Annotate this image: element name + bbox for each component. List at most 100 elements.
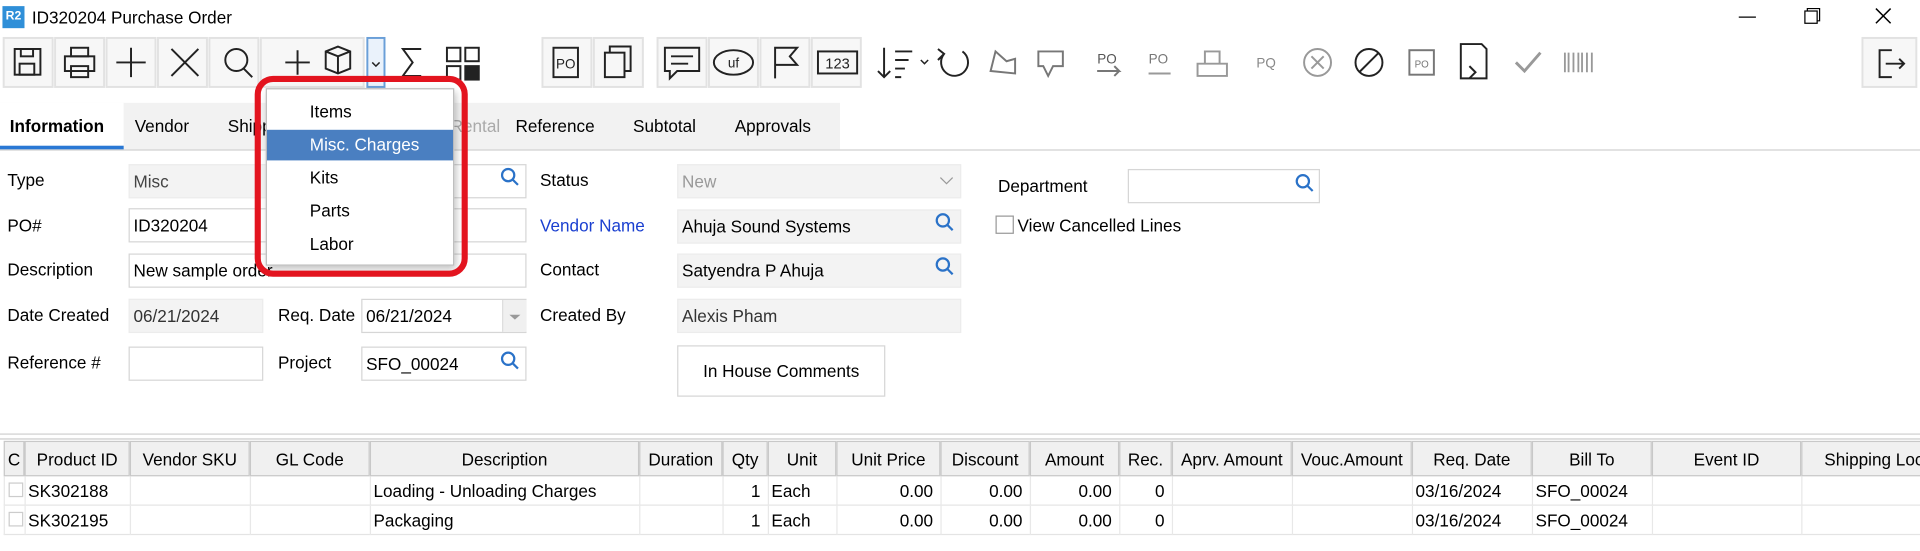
department-input[interactable]	[1127, 168, 1321, 204]
delete-button[interactable]	[156, 36, 208, 88]
row-checkbox[interactable]	[8, 511, 24, 527]
po-button[interactable]: PO	[541, 36, 593, 88]
search-icon[interactable]	[935, 257, 954, 276]
col-line	[1171, 476, 1174, 506]
sort-button[interactable]	[877, 47, 929, 79]
column-header[interactable]: Event ID	[1651, 440, 1802, 477]
column-header[interactable]: Req. Date	[1411, 440, 1532, 477]
grid-cell: Each	[771, 510, 811, 531]
divider	[0, 149, 1920, 151]
void-button[interactable]	[1354, 48, 1384, 77]
col-line	[1531, 476, 1534, 506]
column-header[interactable]: Unit Price	[836, 440, 941, 477]
hand-button[interactable]	[1196, 50, 1228, 77]
menu-item[interactable]: Misc. Charges	[266, 129, 454, 161]
approve-button[interactable]	[989, 49, 1017, 75]
search-icon[interactable]	[1295, 174, 1314, 192]
close[interactable]	[1875, 8, 1892, 24]
po-action[interactable]: PO	[1097, 52, 1122, 77]
cancel-button[interactable]	[1303, 48, 1333, 77]
column-header[interactable]: GL Code	[249, 440, 370, 477]
highlight-annotation	[254, 75, 468, 277]
notes-button[interactable]	[656, 36, 708, 88]
menu-item[interactable]: Labor	[309, 233, 354, 254]
column-header[interactable]: Unit	[767, 440, 837, 477]
column-header[interactable]: Duration	[639, 440, 723, 477]
icon-text: PO	[1415, 59, 1430, 70]
tab[interactable]: Subtotal	[633, 116, 696, 136]
tab[interactable]: Approvals	[734, 116, 811, 136]
exit-button[interactable]	[1861, 36, 1918, 88]
column-header[interactable]: Rec.	[1119, 440, 1172, 477]
grid-cell: 1	[750, 510, 761, 531]
column-header[interactable]: Product ID	[24, 440, 130, 477]
add-button[interactable]	[105, 36, 157, 88]
numbering-button[interactable]: 123	[810, 36, 862, 88]
barcode-button[interactable]	[1563, 52, 1593, 73]
column-header[interactable]: Vendor SKU	[129, 440, 250, 477]
column-header[interactable]: Qty	[722, 440, 768, 477]
vendor-link[interactable]: Vendor Name	[540, 215, 645, 236]
column-header[interactable]: Vouc.Amount	[1291, 440, 1412, 477]
refresh-button[interactable]	[937, 48, 969, 77]
copy-button[interactable]	[592, 36, 644, 88]
col-line	[940, 476, 942, 506]
search-icon[interactable]	[935, 213, 954, 231]
menu-item[interactable]: Kits	[309, 167, 339, 188]
print-button[interactable]	[54, 36, 106, 88]
restore[interactable]	[1804, 7, 1821, 24]
grid-cell: 03/16/2024	[1415, 481, 1502, 501]
col-line	[369, 476, 372, 506]
view-button[interactable]: uf	[708, 36, 759, 88]
flag-button[interactable]	[759, 36, 811, 88]
contact-input[interactable]: Satyendra P Ahuja	[677, 253, 962, 288]
grid-cell: SFO_00024	[1535, 510, 1628, 531]
req-date-input[interactable]: 06/21/2024	[361, 298, 527, 334]
menu-item[interactable]: Items	[309, 101, 352, 122]
po-receive[interactable]: PO	[1148, 52, 1171, 75]
column-header[interactable]: Amount	[1029, 440, 1120, 477]
menu-item[interactable]: Parts	[309, 200, 350, 221]
po-check[interactable]: PQ	[1256, 55, 1275, 70]
complete-button[interactable]	[1514, 51, 1542, 74]
comments-button[interactable]: In House Comments	[677, 345, 886, 397]
col-line	[1651, 476, 1654, 506]
grid-cell: 0.00	[899, 481, 934, 501]
chevron	[509, 314, 521, 320]
reject-button[interactable]	[1037, 50, 1064, 79]
tab[interactable]: Vendor	[134, 116, 190, 136]
col-line	[249, 476, 252, 506]
save-button[interactable]	[2, 36, 54, 88]
project-input[interactable]: SFO_00024	[361, 346, 527, 381]
checkbox[interactable]	[995, 215, 1014, 234]
layout-button[interactable]	[445, 46, 480, 81]
field-label: Type	[7, 170, 45, 190]
search-button[interactable]	[208, 36, 260, 88]
date-picker-button[interactable]	[502, 300, 527, 332]
col-line	[722, 505, 724, 536]
checkbox-label[interactable]: View Cancelled Lines	[1017, 215, 1182, 236]
column-header[interactable]: Shipping Location	[1801, 440, 1920, 477]
search-icon[interactable]	[500, 351, 519, 370]
document-button[interactable]	[1459, 43, 1488, 80]
col-line	[1291, 476, 1294, 506]
column-header[interactable]: Bill To	[1531, 440, 1652, 477]
column-header[interactable]: Aprv. Amount	[1171, 440, 1292, 477]
vendor-input[interactable]: Ahuja Sound Systems	[677, 209, 962, 244]
col-line	[1291, 505, 1294, 536]
tab[interactable]: Information	[9, 116, 105, 136]
column-header[interactable]: C	[3, 440, 25, 477]
reference-input[interactable]	[128, 346, 264, 381]
add-item-dropdown[interactable]	[366, 36, 386, 88]
icon-text: uf	[728, 55, 739, 70]
row-checkbox[interactable]	[8, 482, 24, 498]
col-line	[639, 505, 641, 536]
tab[interactable]: Reference	[515, 116, 595, 136]
row-line	[3, 533, 1920, 536]
search-icon[interactable]	[500, 167, 519, 186]
column-header[interactable]: Description	[369, 440, 640, 477]
col-line	[767, 476, 769, 506]
column-header[interactable]: Discount	[940, 440, 1030, 477]
export-button[interactable]: PO	[1408, 49, 1435, 76]
col-line	[1651, 505, 1654, 536]
